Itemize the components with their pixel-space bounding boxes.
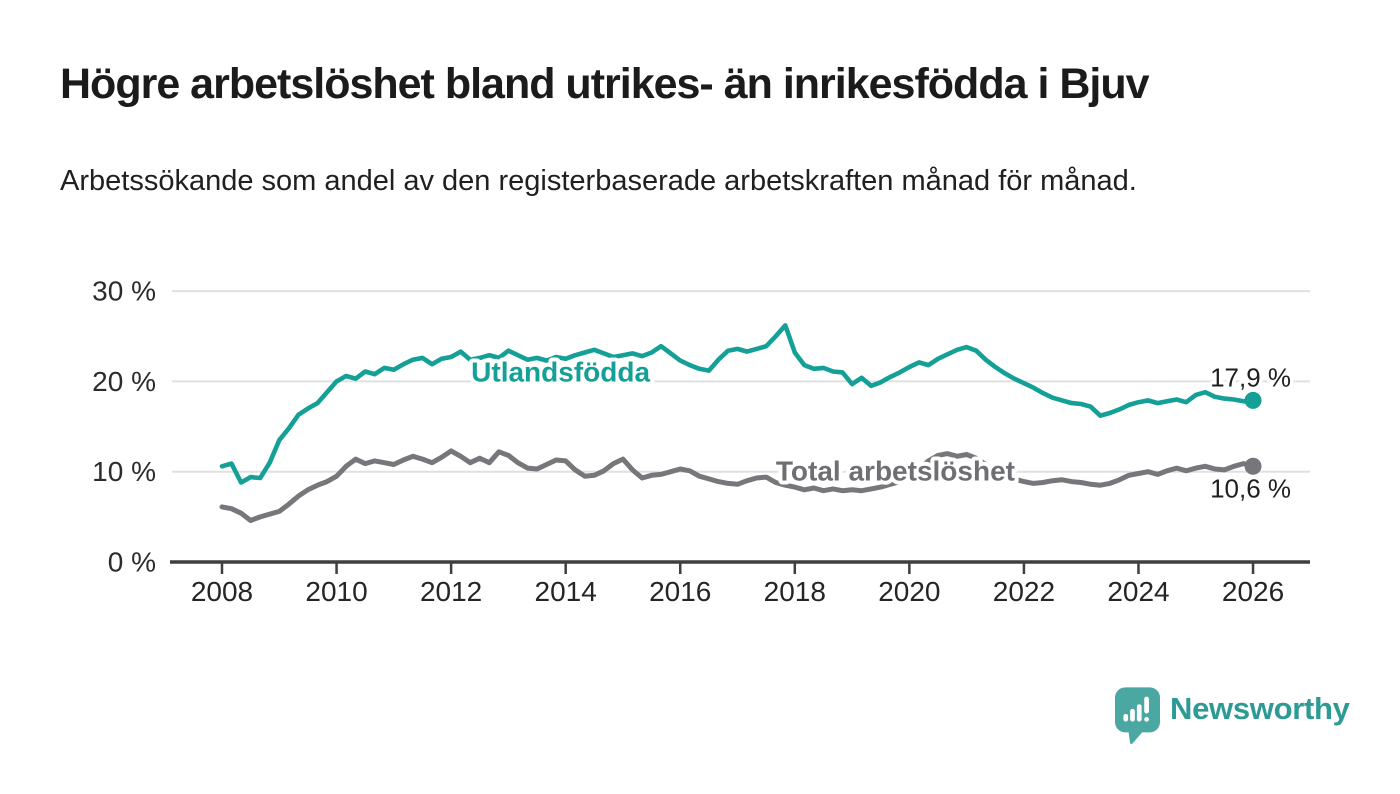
- y-axis-tick-label: 20 %: [92, 366, 156, 397]
- series-line-utlandsfodda: [219, 323, 1256, 485]
- series-end-value-label: 17,9 %: [1210, 362, 1291, 392]
- exclamation-bar: [1144, 696, 1149, 714]
- series-end-value-label: 10,6 %: [1210, 473, 1291, 503]
- x-axis-tick-label: 2014: [535, 576, 597, 607]
- x-axis-tick-label: 2022: [993, 576, 1055, 607]
- page-title: Högre arbetslöshet bland utrikes- än inr…: [60, 60, 1150, 108]
- newsworthy-wordmark: Newsworthy: [1170, 691, 1350, 726]
- series-label: Total arbetslöshet: [776, 455, 1015, 486]
- bar-medium: [1130, 708, 1135, 722]
- x-axis-tick-label: 2010: [305, 576, 367, 607]
- x-axis-tick-label: 2018: [764, 576, 826, 607]
- y-axis-tick-label: 30 %: [92, 276, 156, 307]
- x-axis-tick-label: 2020: [878, 576, 940, 607]
- x-axis-tick-label: 2026: [1222, 576, 1284, 607]
- y-axis-tick-label: 10 %: [92, 456, 156, 487]
- chart-subtitle: Arbetssökande som andel av den registerb…: [60, 165, 1137, 197]
- series-line-total: [219, 448, 1256, 523]
- y-axis-tick-label: 0 %: [108, 547, 156, 578]
- series-end-dot: [1244, 457, 1262, 475]
- x-axis-tick-label: 2016: [649, 576, 711, 607]
- x-axis-tick-label: 2008: [191, 576, 253, 607]
- x-axis-tick-label: 2024: [1107, 576, 1169, 607]
- x-axis-tick-label: 2012: [420, 576, 482, 607]
- bar-large: [1136, 704, 1142, 722]
- newsworthy-logo: Newsworthy: [1115, 687, 1350, 745]
- series-end-dot: [1244, 391, 1262, 409]
- exclamation-dot: [1144, 717, 1149, 722]
- bar-small: [1123, 713, 1129, 722]
- newsworthy-bubble-icon: [1115, 687, 1160, 745]
- series-label: Utlandsfödda: [471, 356, 650, 387]
